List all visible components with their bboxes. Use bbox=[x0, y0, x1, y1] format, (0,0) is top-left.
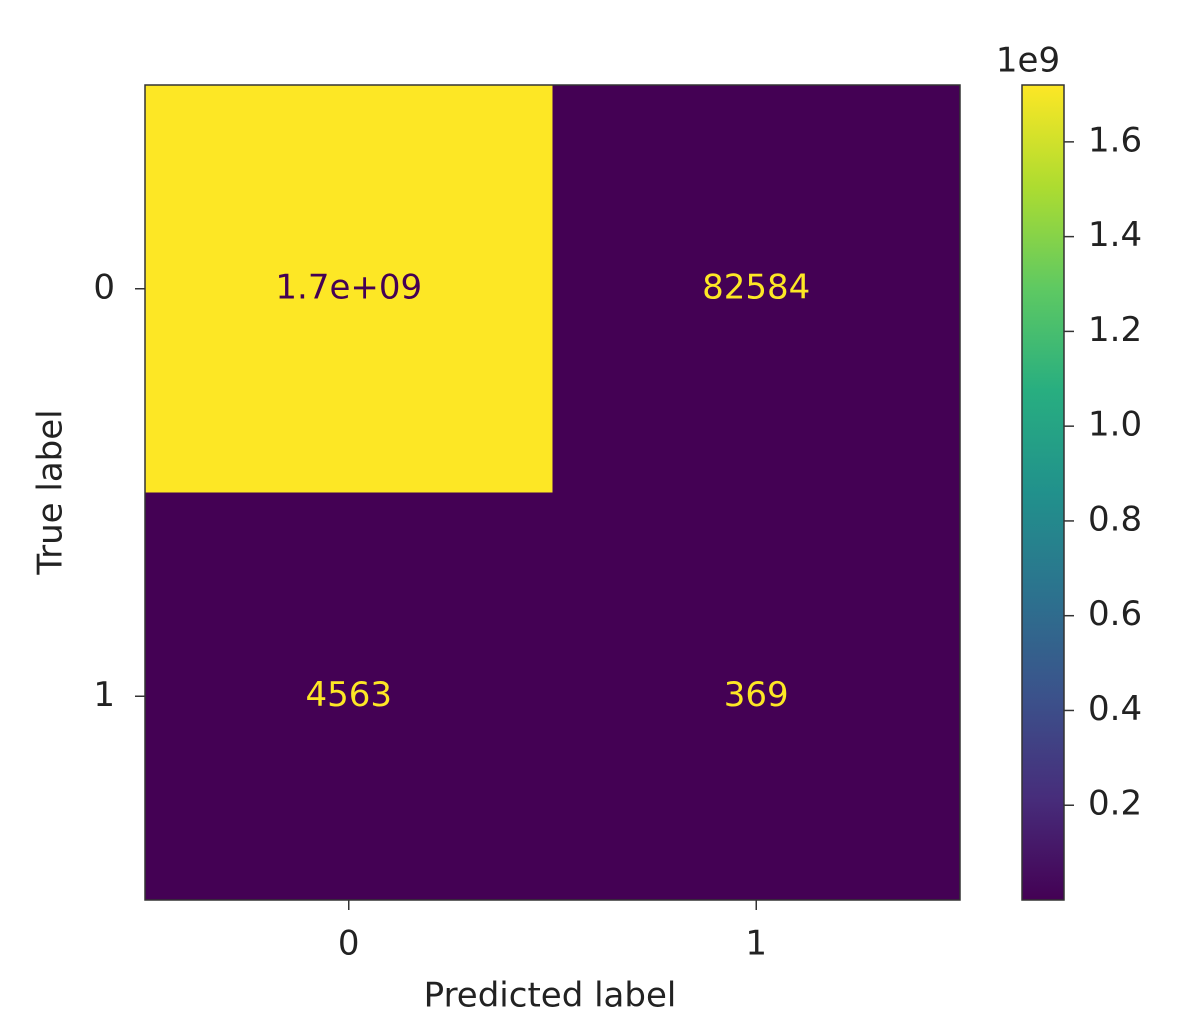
colorbar-tick-label: 0.6 bbox=[1088, 594, 1142, 634]
colorbar bbox=[1021, 84, 1065, 901]
y-tick-label: 1 bbox=[93, 675, 115, 715]
colorbar-tick-label: 1.2 bbox=[1088, 310, 1142, 350]
colorbar-tick-label: 1.6 bbox=[1088, 120, 1142, 160]
colorbar-tick-label: 0.4 bbox=[1088, 689, 1142, 729]
x-tick-label: 1 bbox=[745, 924, 767, 964]
colorbar-tick-label: 0.2 bbox=[1088, 784, 1142, 824]
cell-label: 369 bbox=[724, 675, 789, 715]
colorbar-tick-label: 1.0 bbox=[1088, 405, 1142, 445]
cell-label: 4563 bbox=[305, 675, 392, 715]
plot-frame bbox=[144, 84, 961, 901]
colorbar-tick-label: 0.8 bbox=[1088, 499, 1142, 539]
heatmap-cell bbox=[552, 492, 960, 900]
colorbar-tick-label: 1.4 bbox=[1088, 215, 1142, 255]
x-tick-label: 0 bbox=[338, 924, 360, 964]
cell-label: 82584 bbox=[702, 267, 810, 307]
heatmap-cell bbox=[145, 492, 553, 900]
heatmap-cell bbox=[552, 85, 960, 493]
cell-label: 1.7e+09 bbox=[275, 267, 422, 307]
y-tick-label: 0 bbox=[93, 267, 115, 307]
y-axis-label: True label bbox=[31, 409, 71, 575]
heatmap-cell bbox=[145, 85, 553, 493]
x-axis-label: Predicted label bbox=[424, 976, 677, 1016]
colorbar-offset: 1e9 bbox=[996, 41, 1060, 81]
